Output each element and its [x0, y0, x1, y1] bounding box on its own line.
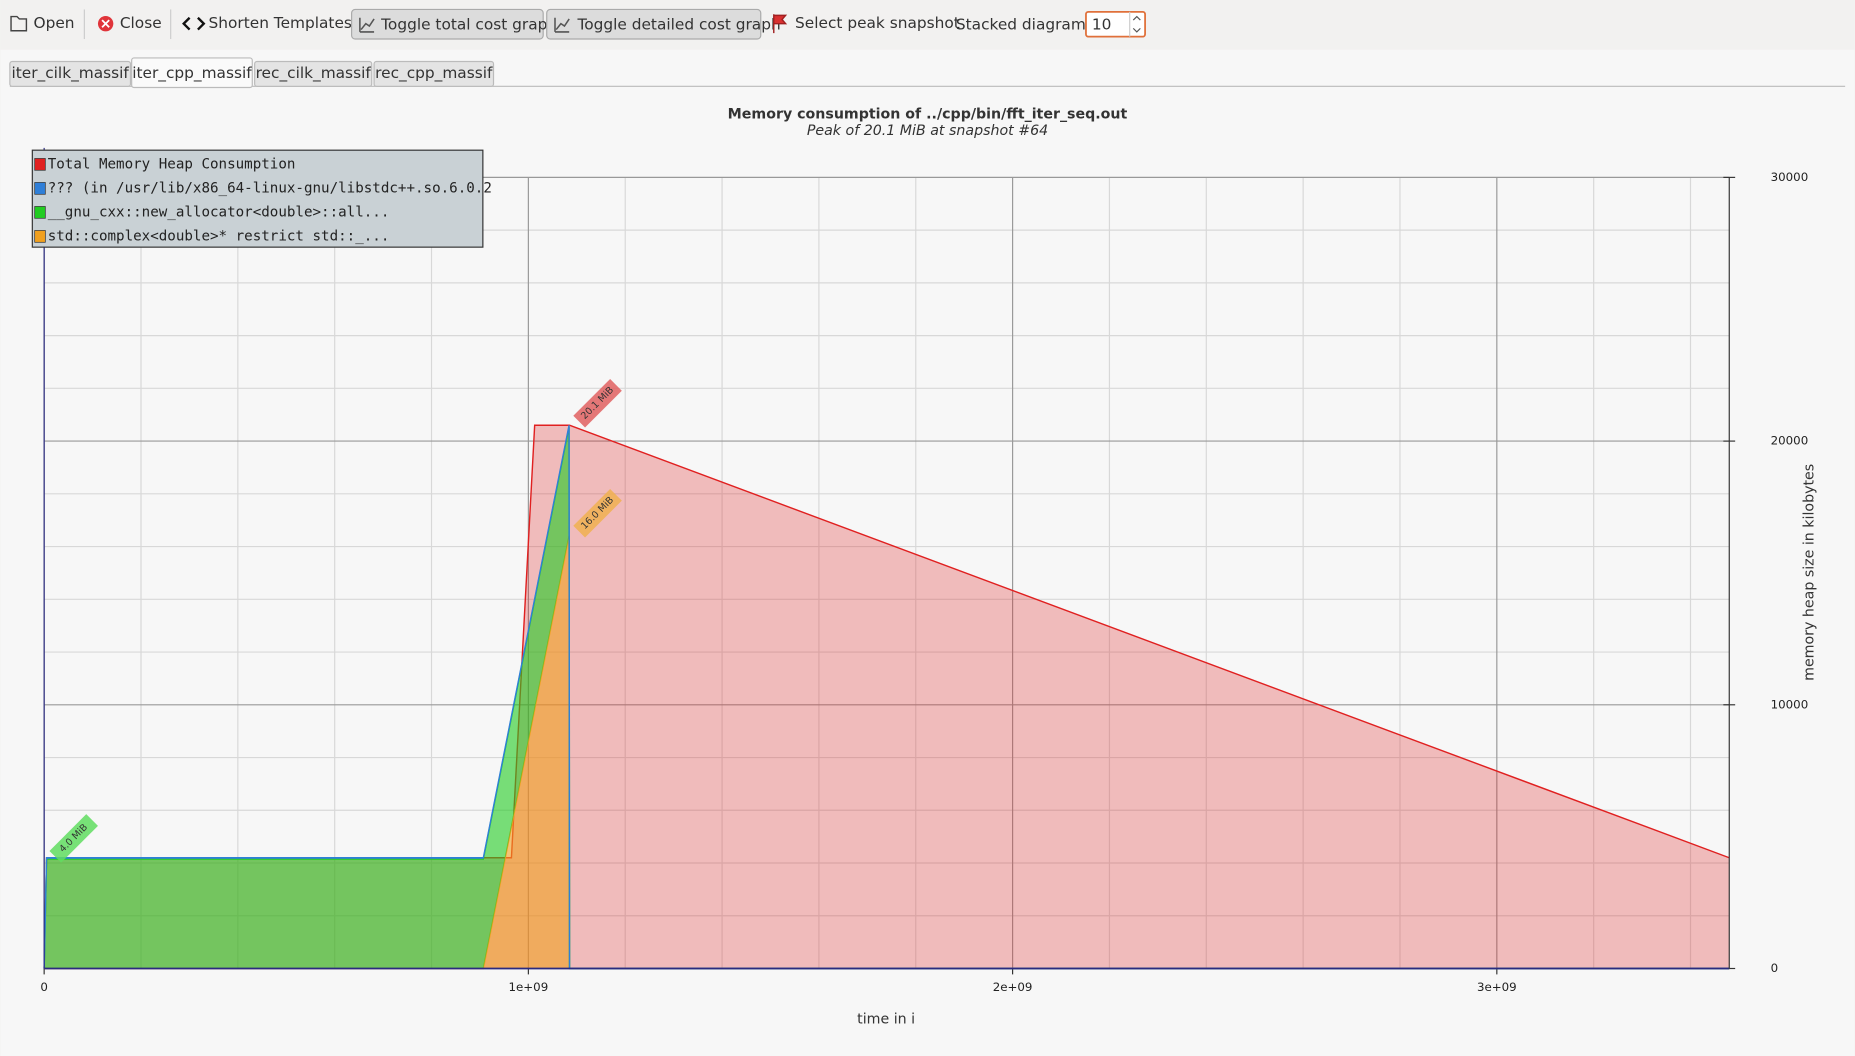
legend-swatch: [34, 206, 46, 219]
tab-label: iter_cpp_massif: [132, 64, 252, 83]
tab-label: rec_cilk_massif: [256, 64, 372, 83]
peak-label: Select peak snapshot: [795, 14, 960, 32]
y-axis-label: memory heap size in kilobytes: [1802, 464, 1818, 681]
toggle-total-label: Toggle total cost graph: [380, 15, 557, 33]
chart-subtitle: Peak of 20.1 MiB at snapshot #64: [807, 123, 1048, 139]
tab-bar: iter_cilk_massif iter_cpp_massif rec_cilk_…: [9, 57, 1846, 89]
series-line: [43, 425, 1730, 970]
close-button[interactable]: Close: [97, 14, 162, 32]
shorten-icon: [182, 16, 206, 31]
graph-icon: [359, 17, 375, 33]
stacked-label: Stacked diagrams:: [956, 15, 1099, 33]
tab[interactable]: rec_cpp_massif: [373, 60, 495, 87]
open-icon: [10, 15, 28, 32]
legend-label: __gnu_cxx::new_allocator<double>::all...: [48, 204, 390, 220]
y-tick-label: 0: [1771, 961, 1779, 975]
legend: Total Memory Heap Consumption ??? (in /us…: [31, 149, 492, 248]
peak-button[interactable]: Select peak snapshot: [773, 14, 960, 34]
annotation-bg: [573, 488, 622, 538]
tab-label: iter_cilk_massif: [11, 64, 129, 83]
tab[interactable]: rec_cilk_massif: [254, 60, 373, 87]
button-frame: [546, 8, 762, 40]
open-label: Open: [34, 14, 75, 32]
annotation-bg: [573, 378, 622, 428]
tab-frame: [9, 60, 132, 87]
toolbar: [0, 0, 1855, 50]
annotation-bg: [49, 814, 98, 863]
tab[interactable]: iter_cilk_massif: [9, 60, 132, 87]
shorten-label: Shorten Templates: [209, 14, 352, 32]
legend-label: Total Memory Heap Consumption: [48, 156, 296, 172]
x-tick-label: 2e+09: [993, 980, 1033, 994]
series-area: [44, 426, 1730, 969]
spinbox-value: 10: [1092, 15, 1112, 33]
legend-swatch: [34, 158, 46, 171]
legend-label: ??? (in /usr/lib/x86_64-linux-gnu/libstd…: [48, 180, 492, 196]
y-tick-label: 10000: [1771, 697, 1809, 711]
chart: Memory consumption of ../cpp/bin/fft_ite…: [31, 107, 1818, 1027]
legend-box: [31, 149, 484, 248]
x-tick-label: 0: [40, 980, 48, 994]
graph-icon: [554, 17, 570, 33]
close-label: Close: [120, 14, 162, 32]
total-area: [44, 425, 1730, 969]
y-tick-label: 30000: [1771, 170, 1809, 184]
chart-title: Memory consumption of ../cpp/bin/fft_ite…: [728, 107, 1128, 123]
button-frame: [351, 8, 544, 40]
legend-swatch: [34, 182, 46, 195]
x-tick-label: 1e+09: [509, 980, 549, 994]
spin-arrows: [1132, 15, 1141, 33]
tab-frame: [131, 57, 253, 89]
stacked-spinbox[interactable]: 10: [1085, 10, 1146, 38]
spinbox-frame: [1085, 10, 1146, 38]
open-button[interactable]: Open: [10, 14, 75, 32]
tab-frame: [373, 60, 495, 87]
toggle-detailed-label: Toggle detailed cost graph: [576, 15, 780, 33]
tab[interactable]: iter_cpp_massif: [131, 57, 253, 89]
toggle-detailed-button[interactable]: Toggle detailed cost graph: [546, 8, 781, 40]
legend-label: std::complex<double>* restrict std::_...: [48, 228, 390, 244]
x-axis-label: time in i: [857, 1011, 915, 1027]
toggle-total-button[interactable]: Toggle total cost graph: [351, 8, 558, 40]
close-cross: [101, 19, 110, 28]
y-tick-label: 20000: [1771, 434, 1809, 448]
flag-icon: [773, 14, 788, 34]
shorten-button[interactable]: Shorten Templates: [182, 14, 352, 32]
legend-swatch: [34, 230, 46, 243]
tab-label: rec_cpp_massif: [375, 64, 493, 83]
x-tick-label: 3e+09: [1477, 980, 1517, 994]
tab-frame: [254, 60, 373, 87]
